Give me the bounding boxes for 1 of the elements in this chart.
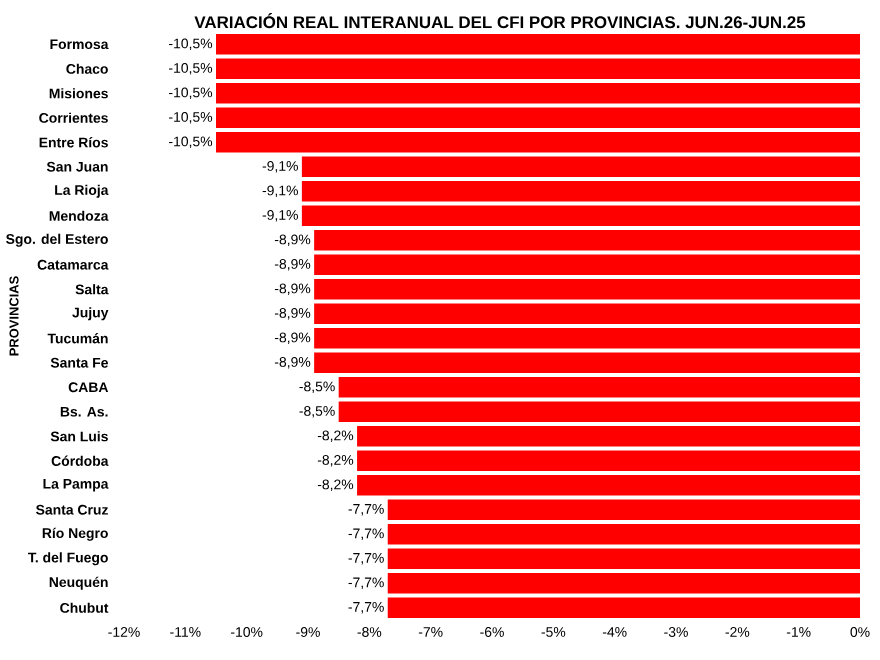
chart-title: VARIACIÓN REAL INTERANUAL DEL CFI POR PROVINCIAS. JUN.26-JUN.25	[194, 13, 806, 29]
